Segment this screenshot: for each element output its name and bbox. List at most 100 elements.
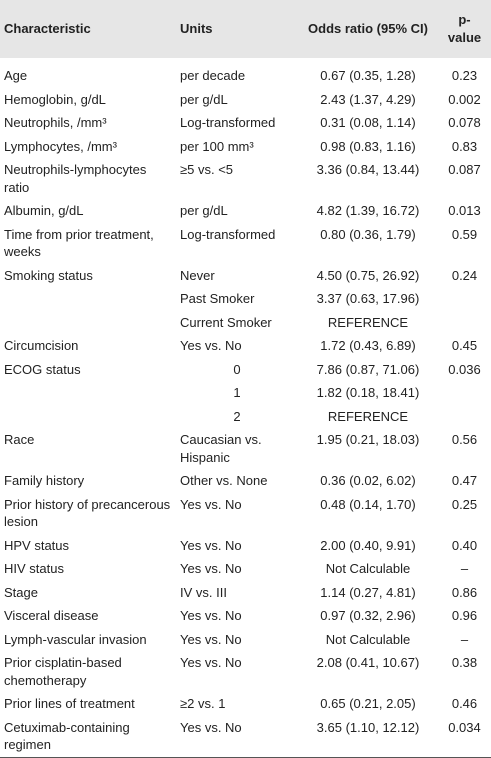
table-row: Current Smoker REFERENCE [0,311,491,335]
table-row: Past Smoker 3.37 (0.63, 17.96) [0,287,491,311]
units-cell: Yes vs. No [180,338,242,353]
odds-ratio-cell: 0.48 (0.14, 1.70) [320,496,416,512]
p-value-cell: 0.23 [451,68,478,83]
units-cell: per decade [180,68,246,83]
units-cell: Past Smoker [180,291,255,306]
table-row: Race Caucasian vs. Hispanic 1.95 (0.21, 18… [0,428,491,469]
odds-ratio-cell: 0.98 (0.83, 1.16) [320,138,416,154]
p-value-cell: – [460,561,469,576]
units-cell: per g/dL [180,203,228,218]
units-cell: Yes vs. No [180,496,242,512]
table-row: Albumin, g/dL per g/dL 4.82 (1.39, 16.72) 0… [0,199,491,223]
table-row: ECOG status 0 7.86 (0.87, 71.06) 0.036 [0,358,491,382]
odds-ratio-cell: 4.82 (1.39, 16.72) [316,203,420,218]
odds-ratio-cell: 0.36 (0.02, 6.02) [320,473,416,488]
p-value-cell: 0.002 [448,91,481,107]
characteristic-cell: Family history [4,473,85,488]
table-row: Neutrophils-lymphocytes ratio ≥5 vs. <5 3.… [0,158,491,199]
odds-ratio-cell: 1.14 (0.27, 4.81) [320,584,416,600]
units-cell: Yes vs. No [180,561,242,576]
odds-ratio-cell: Not Calculable [325,561,411,576]
p-value-cell: 0.59 [451,226,478,242]
p-value-cell [438,381,491,405]
units-cell: per 100 mm³ [180,138,254,154]
odds-ratio-cell: 2.00 (0.40, 9.91) [320,537,416,553]
p-value-cell: 0.56 [451,432,478,447]
table-row: Stage IV vs. III 1.14 (0.27, 4.81) 0.86 [0,581,491,605]
characteristic-cell: Circumcision [4,338,79,353]
p-value-cell: 0.013 [448,203,481,218]
table-row: Lymph-vascular invasion Yes vs. No Not Cal… [0,628,491,652]
characteristic-cell: Neutrophils-lymphocytes ratio [4,162,147,195]
table-row: Prior lines of treatment ≥2 vs. 1 0.65 (0.… [0,692,491,716]
p-value-cell: 0.96 [451,608,478,623]
characteristic-cell: Stage [4,584,38,600]
odds-ratio-cell: Not Calculable [325,631,411,647]
table-row: Family history Other vs. None 0.36 (0.02, … [0,469,491,493]
table-row: 2 REFERENCE [0,405,491,429]
p-value-cell [438,287,491,311]
units-cell: ≥5 vs. <5 [180,162,234,177]
characteristic-cell: Cetuximab-containing regimen [4,719,130,753]
units-cell: Log-transformed [180,226,276,242]
characteristic-cell: Hemoglobin, g/dL [4,91,106,107]
characteristic-cell: HPV status [4,537,70,553]
units-cell: Current Smoker [180,314,272,330]
characteristic-cell: ECOG status [4,361,81,377]
p-value-cell: 0.034 [448,719,481,735]
units-cell: 0 [233,361,241,377]
p-value-cell: 0.24 [451,267,478,283]
units-cell: 1 [233,385,241,400]
odds-ratio-cell: 3.65 (1.10, 12.12) [316,719,420,735]
odds-ratio-cell: 0.80 (0.36, 1.79) [320,226,416,242]
odds-ratio-cell: 0.67 (0.35, 1.28) [320,68,416,83]
units-cell: per g/dL [180,91,228,107]
table-row: Hemoglobin, g/dL per g/dL 2.43 (1.37, 4.29… [0,88,491,112]
p-value-cell: 0.83 [451,138,478,154]
p-value-cell: 0.45 [451,338,478,353]
table-row: Visceral disease Yes vs. No 0.97 (0.32, 2.… [0,604,491,628]
odds-ratio-cell: 2.43 (1.37, 4.29) [320,91,416,107]
units-cell: ≥2 vs. 1 [180,696,226,711]
p-value-cell: 0.40 [451,537,478,553]
table-row: Neutrophils, /mm³ Log-transformed 0.31 (0.… [0,111,491,135]
p-value-cell: – [460,631,469,647]
table-row: Prior cisplatin-based chemotherapy Yes vs… [0,651,491,692]
odds-ratio-cell: 2.08 (0.41, 10.67) [316,655,420,670]
units-cell: Log-transformed [180,115,276,130]
table-row: Smoking status Never 4.50 (0.75, 26.92) 0.2… [0,264,491,288]
p-value-cell: 0.47 [451,473,478,488]
characteristic-cell: Neutrophils, /mm³ [4,115,107,130]
units-cell: Other vs. None [180,473,268,488]
p-value-cell: 0.078 [448,115,481,130]
table-row: Age per decade 0.67 (0.35, 1.28) 0.23 [0,58,491,88]
units-cell: Yes vs. No [180,719,242,735]
header-cell: p-value [438,0,491,58]
odds-ratio-cell: REFERENCE [327,314,409,330]
characteristic-cell: Prior lines of treatment [4,696,135,711]
table-row: Time from prior treatment, weeks Log-tran… [0,223,491,264]
table-row: Lymphocytes, /mm³ per 100 mm³ 0.98 (0.83, … [0,135,491,159]
table-row: Cetuximab-containing regimen Yes vs. No 3.… [0,716,491,758]
table-row: Prior history of precancerous lesion Yes … [0,493,491,534]
units-cell: Yes vs. No [180,631,242,647]
table-row: 1 1.82 (0.18, 18.41) [0,381,491,405]
characteristic-cell: Time from prior treatment, weeks [4,226,154,260]
p-value-cell [438,311,491,335]
odds-ratio-cell: 1.82 (0.18, 18.41) [316,385,420,400]
p-value-cell: 0.46 [451,696,478,711]
characteristic-cell: Prior cisplatin-based chemotherapy [4,655,122,688]
odds-ratio-cell: 3.37 (0.63, 17.96) [316,291,420,306]
header-cell: Characteristic [0,0,176,58]
units-cell: IV vs. III [180,584,227,600]
units-cell: 2 [233,408,241,424]
characteristic-cell: Age [4,68,28,83]
odds-ratio-cell: 0.31 (0.08, 1.14) [320,115,416,130]
units-cell: Yes vs. No [180,537,242,553]
p-value-cell: 0.036 [448,361,481,377]
odds-ratio-cell: 4.50 (0.75, 26.92) [316,267,420,283]
odds-ratio-cell: 0.97 (0.32, 2.96) [320,608,416,623]
characteristic-cell: Visceral disease [4,608,99,623]
